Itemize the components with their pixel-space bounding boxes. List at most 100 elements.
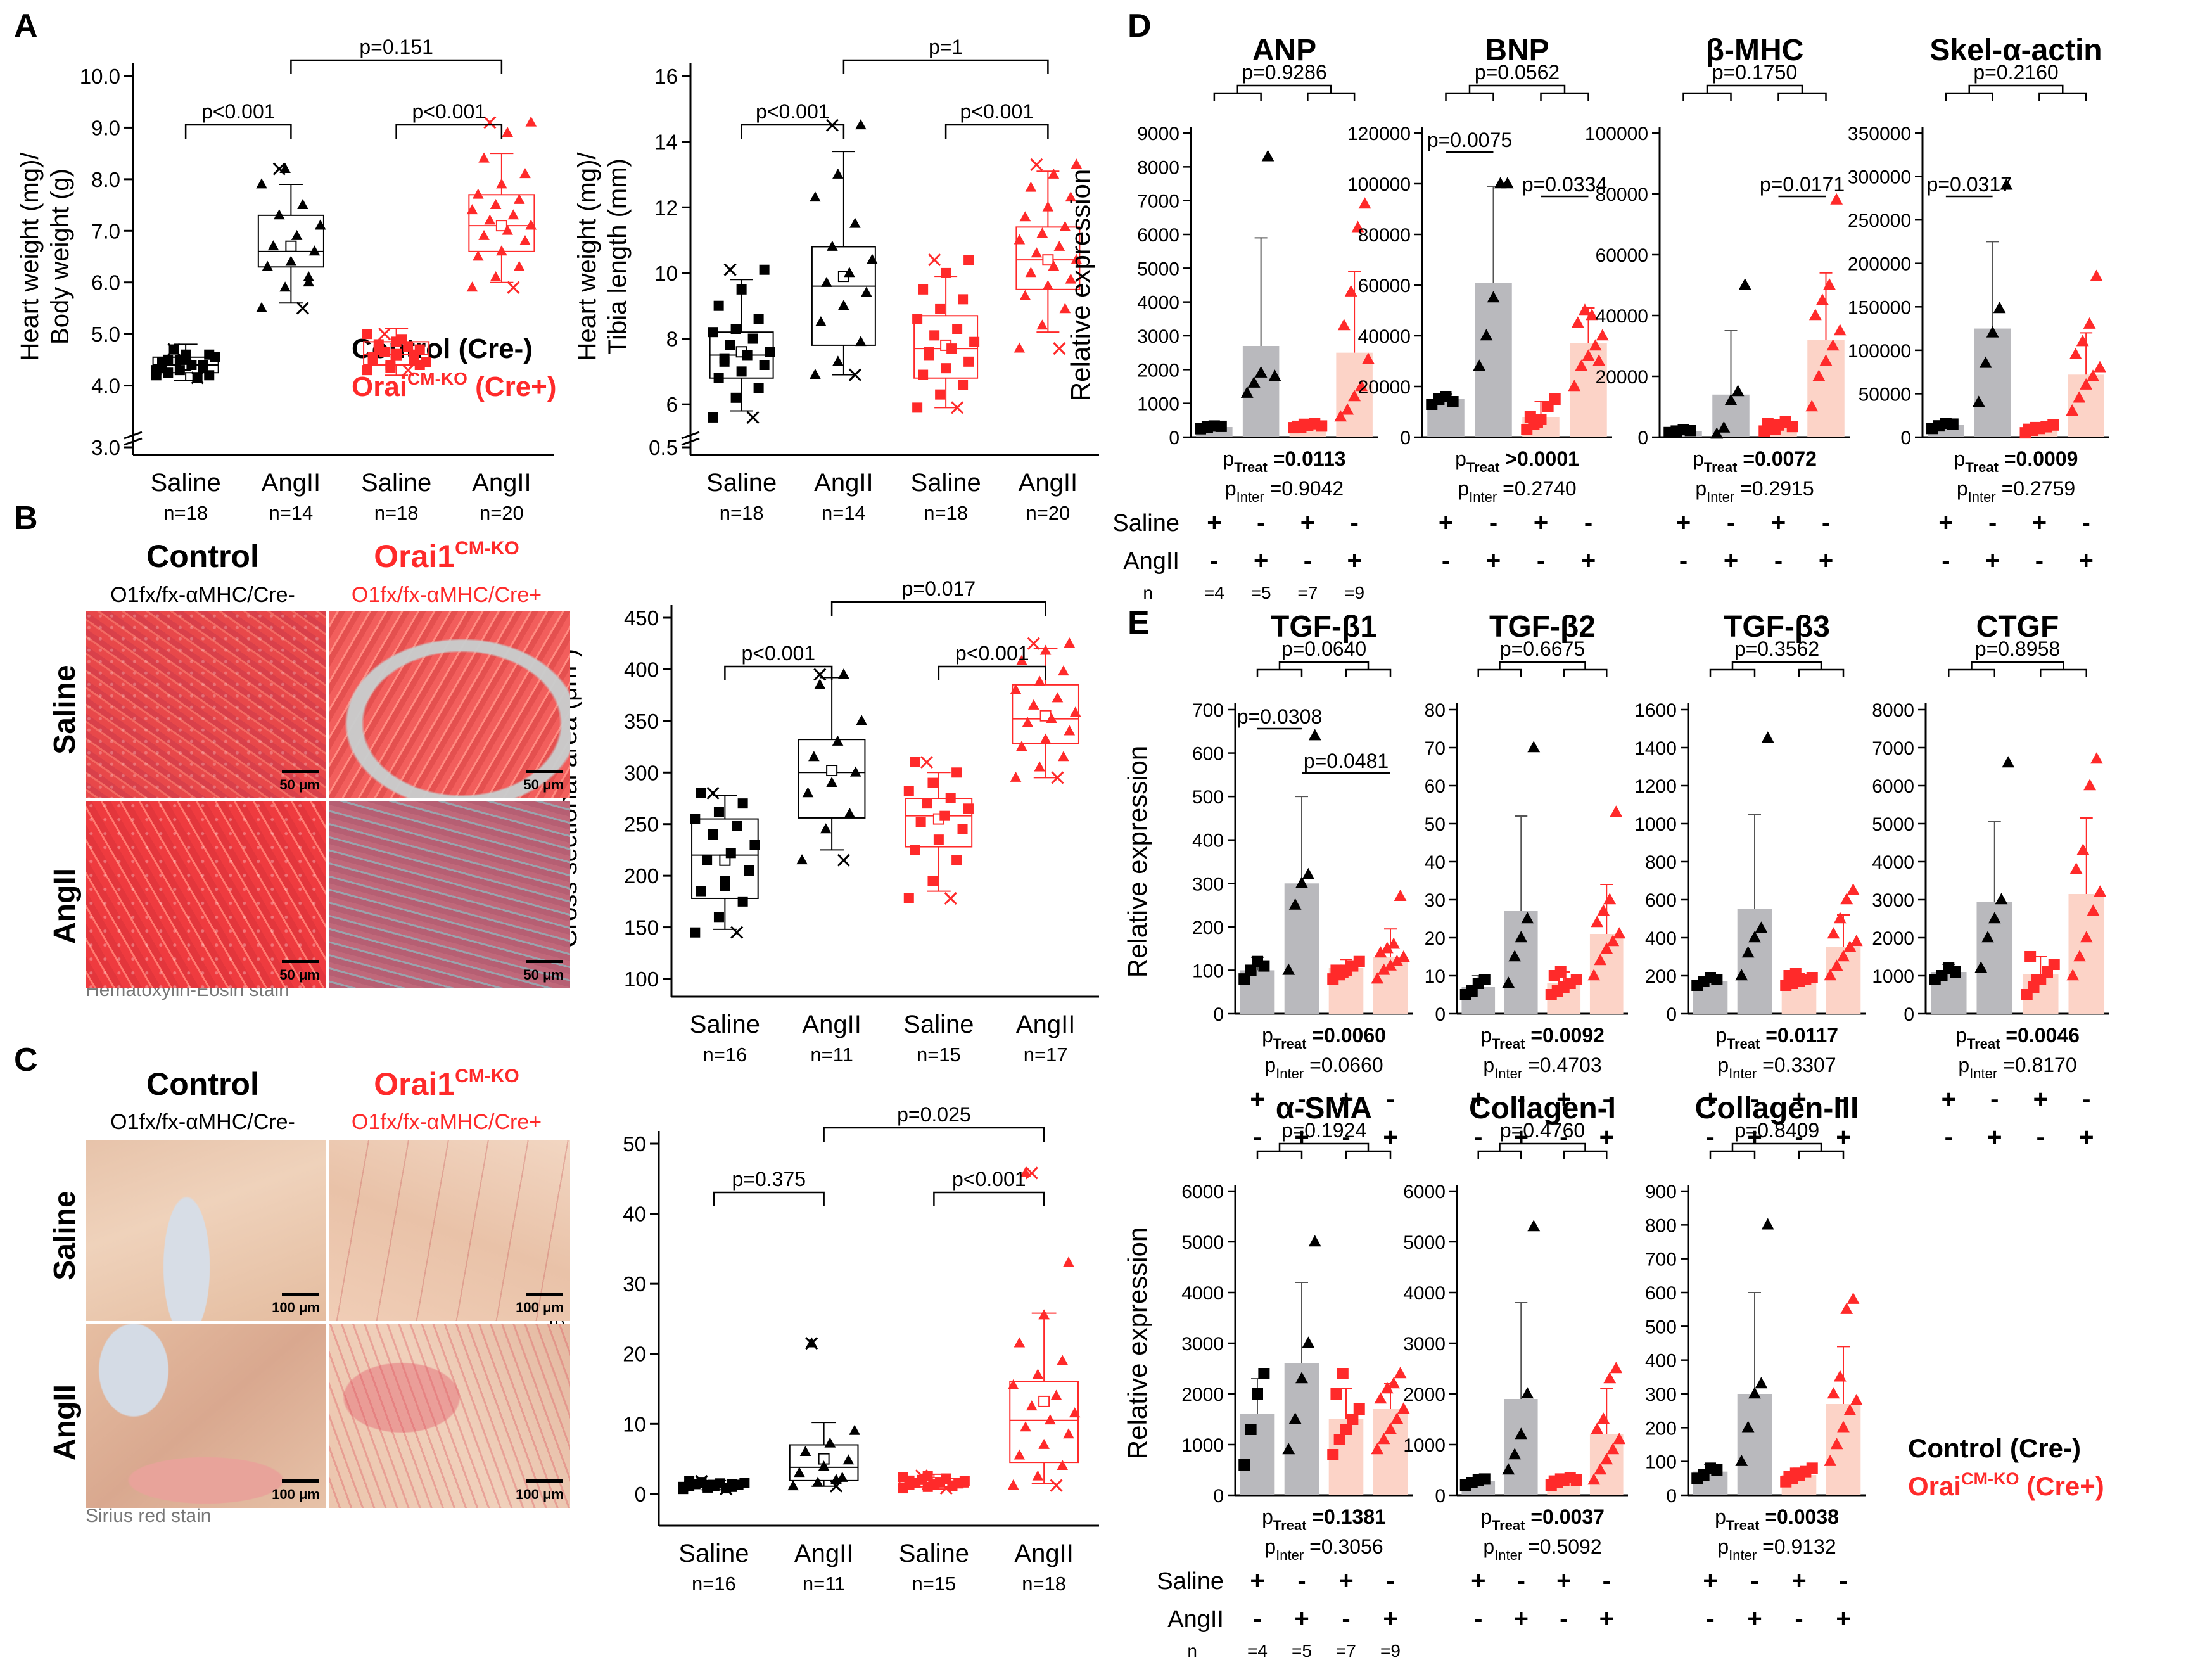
panel-c-control-title: Control [146,1066,259,1102]
barchart-col3: Collagen-III 0 100 200 300 400 500 600 700 800 900… [1645,1092,1866,1633]
data-point [957,824,968,834]
y-tick-label: 6000 [1403,1182,1446,1203]
pair-p-value: p=0.0334 [1522,173,1607,196]
outlier-marker [939,1481,953,1495]
y-tick-label: 3.0 [91,436,120,459]
data-point [951,855,962,865]
legend-ko-sup-e: CM-KO [1961,1469,2019,1488]
data-point [1308,729,1321,741]
scale-bar [526,960,563,963]
data-point [1589,339,1602,351]
data-point [708,829,718,840]
data-point [1016,654,1027,665]
x-tick-label: Saline [706,469,777,497]
y-tick-label: 450 [624,606,659,630]
y-tick-label: 6000 [1181,1182,1224,1203]
data-point [2048,959,2060,970]
y-tick-label: 0 [1400,428,1411,449]
y-tick-label: 700 [1645,1249,1677,1270]
angii-sign: - [1774,547,1783,575]
data-point [737,896,748,907]
data-point [826,776,837,787]
micrograph-he-ko-saline: 50 μm [329,611,570,798]
micrograph-he-ko-angii: 50 μm [329,801,570,988]
axis-break [124,431,143,446]
y-tick-label: 1600 [1634,700,1677,721]
data-point [1007,1379,1019,1389]
saline-sign: - [1988,509,1997,537]
data-point [2094,361,2106,373]
y-tick-label: 60 [1425,776,1446,797]
data-point [856,715,868,725]
data-point [1046,713,1057,723]
data-point [490,198,502,209]
y-tick-label: 0 [1637,428,1648,449]
data-point [753,314,764,324]
outlier-marker [813,668,827,681]
data-point [163,354,174,365]
data-point [513,193,525,204]
group-n: n=17 [1024,1044,1068,1066]
data-point [2087,904,2100,916]
data-point [1735,969,1748,981]
data-point [525,116,537,127]
data-point [832,735,844,746]
data-point [1600,942,1613,954]
group-n: n=20 [480,502,524,524]
data-point [1258,960,1270,972]
data-point [702,855,713,865]
data-point [1258,1368,1270,1379]
outlier-marker [483,116,497,129]
y-tick-label: 2000 [1872,928,1914,949]
data-point [1337,1368,1349,1379]
outlier-marker [829,1479,843,1493]
data-point [2000,178,2013,190]
data-point [1341,403,1354,415]
data-point [1048,260,1060,271]
chart-title: Collagen-I [1469,1092,1616,1125]
bar [2068,894,2105,1014]
data-point [1711,1464,1723,1476]
data-point [1840,893,1853,905]
data-point [2087,369,2099,381]
data-point [796,854,808,865]
data-point [1064,725,1076,736]
barchart-ctgf: CTGF010002000300040005000600070008000p=0… [1872,610,2109,1151]
data-point [1549,393,1561,405]
data-point [1606,935,1620,947]
y-tick-label: 400 [624,658,659,681]
data-point [256,302,267,312]
y-tick-label: 60000 [1596,245,1648,266]
angii-sign: + [1985,547,2000,575]
data-point [279,281,291,292]
y-tick-label: 1000 [1137,394,1179,415]
angii-sign: - [1442,547,1450,575]
y-tick-label: 10 [654,262,678,285]
data-point [1374,1392,1387,1404]
micrograph-sr-ko-saline: 100 μm [329,1140,570,1321]
y-tick-label: 7000 [1872,738,1914,759]
comparison-bracket [823,1127,1045,1142]
comparison-bracket [184,124,292,139]
y-tick-label: 3000 [1872,890,1914,911]
saline-sign: + [2032,509,2047,537]
x-tick-label: AngII [814,469,873,497]
p-treat-value: =0.0060 [1306,1024,1385,1047]
legend-ko: OraiCM-KO (Cre+) [352,369,557,402]
box-group: Saline n=18 [151,343,221,524]
data-point [708,1481,719,1491]
group-n: n=11 [803,1573,846,1595]
y-tick-label: 10.0 [80,65,120,88]
saline-sign: + [1338,1567,1353,1595]
data-point [1302,867,1315,879]
saline-sign: - [1727,509,1735,537]
comparison-p-value: p<0.001 [955,642,1029,665]
data-point [1819,354,1833,366]
legend-ko-main: Orai [352,371,407,402]
row-label-angii: AngII [1167,1606,1224,1633]
data-point [1575,359,1588,371]
data-point [1069,1407,1081,1418]
group-bracket [1563,668,1608,677]
saline-sign: + [1250,1567,1264,1595]
saline-sign: + [1471,1567,1485,1595]
